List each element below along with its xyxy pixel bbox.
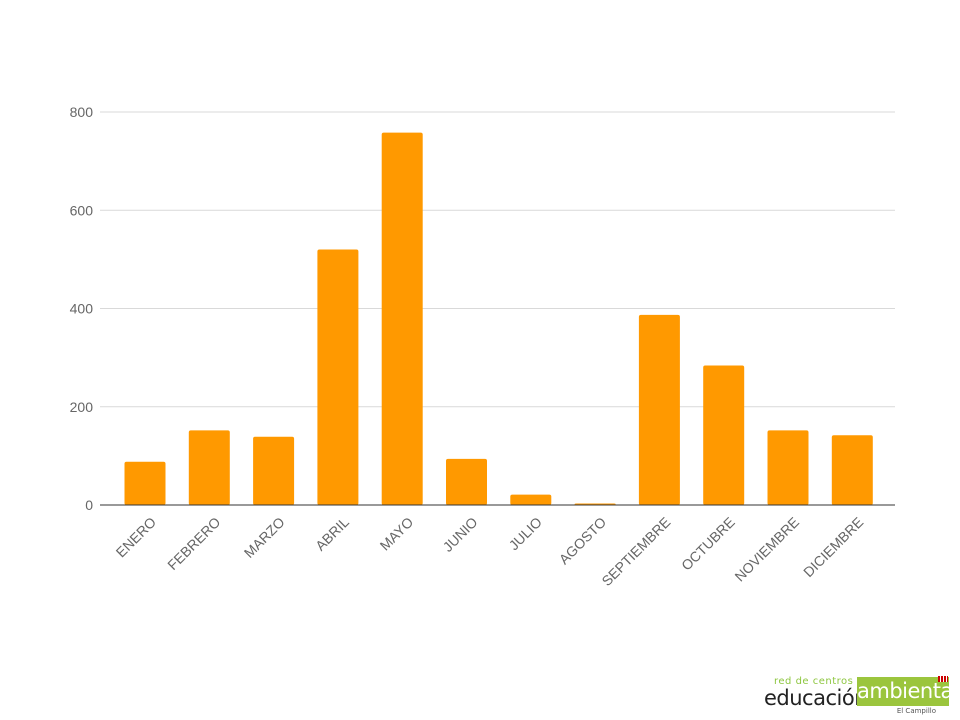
bar-febrero bbox=[188, 430, 230, 505]
x-axis-ticks: ENERO FEBRERO MARZO ABRIL MAYO JUNIO JULIO AGOS… bbox=[113, 514, 867, 589]
x-tick-label: DICIEMBRE bbox=[800, 514, 866, 580]
bar-enero bbox=[124, 461, 166, 505]
logo-sub-text: El Campillo bbox=[896, 707, 936, 715]
bar-octubre bbox=[703, 365, 745, 505]
x-tick-label: OCTUBRE bbox=[678, 514, 738, 574]
bar-septiembre bbox=[638, 314, 680, 505]
bar-chart: 0 200 400 600 800 ENERO FEBRERO MARZO ABRIL MAYO… bbox=[70, 104, 895, 589]
x-tick-label: AGOSTO bbox=[556, 514, 610, 568]
bar-julio bbox=[510, 494, 552, 505]
logo-main-text: educación bbox=[764, 686, 868, 710]
y-tick-label: 200 bbox=[70, 399, 94, 415]
bar-mayo bbox=[381, 132, 423, 505]
x-tick-label: FEBRERO bbox=[164, 514, 223, 573]
gridlines bbox=[100, 111, 895, 408]
x-tick-label: JUNIO bbox=[440, 514, 481, 555]
x-tick-label: MAYO bbox=[377, 514, 417, 554]
madrid-flag-icon bbox=[938, 676, 948, 682]
y-tick-label: 800 bbox=[70, 104, 94, 120]
bars bbox=[124, 132, 873, 505]
logo: red de centros educación ambiental El Ca… bbox=[764, 672, 959, 716]
x-tick-label: MARZO bbox=[241, 514, 288, 561]
y-tick-label: 0 bbox=[85, 497, 93, 513]
bar-junio bbox=[446, 458, 487, 505]
y-tick-label: 400 bbox=[70, 301, 94, 317]
bar-marzo bbox=[253, 436, 295, 505]
y-axis-ticks: 0 200 400 600 800 bbox=[70, 104, 94, 513]
logo-top-text: red de centros bbox=[774, 676, 854, 687]
x-tick-label: JULIO bbox=[506, 514, 545, 553]
bar-diciembre bbox=[831, 435, 873, 505]
y-tick-label: 600 bbox=[70, 202, 94, 218]
bar-abril bbox=[317, 249, 359, 505]
x-tick-label: ENERO bbox=[113, 514, 160, 561]
x-tick-label: NOVIEMBRE bbox=[731, 514, 802, 585]
logo-box-text: ambiental bbox=[857, 677, 959, 706]
x-tick-label: SEPTIEMBRE bbox=[598, 514, 673, 589]
bar-noviembre bbox=[767, 430, 809, 505]
x-tick-label: ABRIL bbox=[312, 514, 352, 554]
